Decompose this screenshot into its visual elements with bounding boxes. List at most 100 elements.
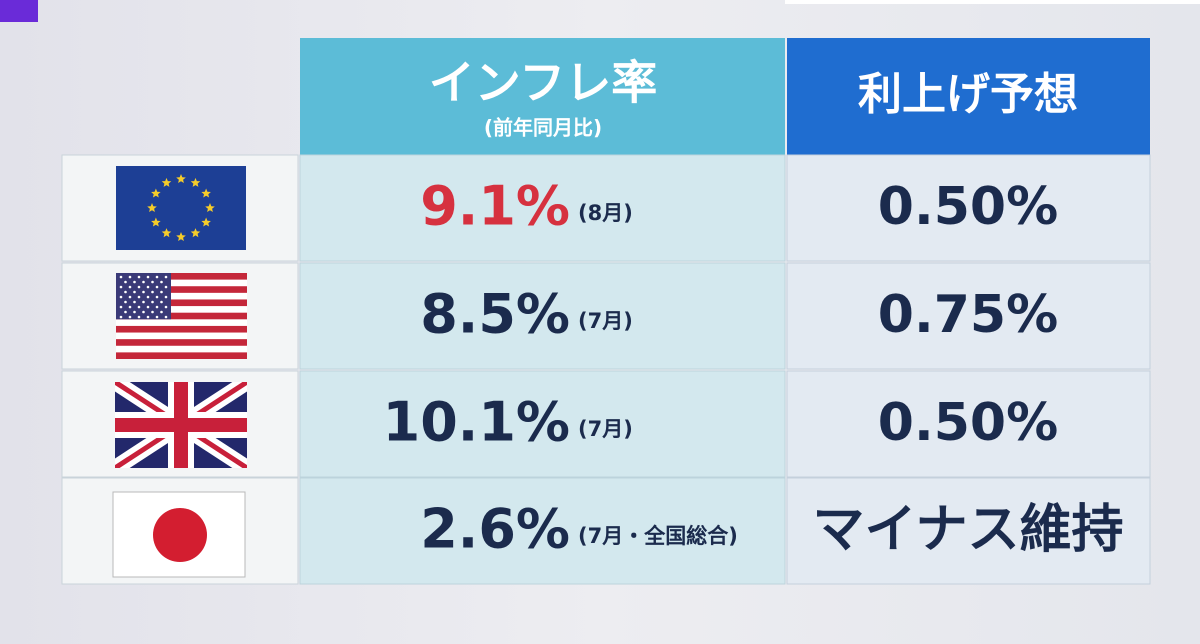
us-star <box>133 290 136 294</box>
us-star <box>137 275 141 279</box>
us-star <box>124 280 127 284</box>
us-star <box>155 285 159 289</box>
us-star <box>133 280 136 284</box>
inflation-month: (8月) <box>578 201 633 225</box>
us-star <box>164 295 168 299</box>
us-star <box>128 295 132 299</box>
us-star <box>124 310 127 314</box>
us-star <box>142 310 145 314</box>
us-star <box>160 310 163 314</box>
corner-badge <box>0 0 38 22</box>
eu-star <box>161 228 172 238</box>
us-star <box>164 305 168 309</box>
us-star <box>128 305 132 309</box>
eu-star <box>190 177 201 187</box>
us-star <box>155 315 159 319</box>
rate-value: 0.75% <box>878 285 1058 345</box>
eu-star <box>161 177 172 187</box>
top-strip <box>785 0 1200 4</box>
us-star <box>142 300 145 304</box>
eu-star <box>201 188 211 198</box>
us-star <box>133 310 136 314</box>
eu-star <box>176 174 186 183</box>
inflation-header-cell <box>300 38 785 155</box>
table-body: 9.1% (8月) 0.50% 8.5% (7月) 0.75% 10.1% (7月) 0.50%… <box>61 154 1151 585</box>
us-star <box>128 315 132 319</box>
us-star <box>137 285 141 289</box>
rate-header-cell <box>787 38 1150 155</box>
us-star <box>151 300 154 304</box>
inflation-cell <box>299 262 786 370</box>
us-star <box>151 290 154 294</box>
us-stripe <box>116 339 247 346</box>
rate-value: 0.50% <box>878 177 1058 237</box>
us-star <box>133 300 136 304</box>
us-star <box>146 315 150 319</box>
us-stripe <box>116 286 247 293</box>
inflation-value: 8.5% <box>420 283 570 346</box>
rate-cell <box>786 477 1151 585</box>
eu-star <box>151 217 161 227</box>
us-star <box>137 305 141 309</box>
us-star <box>155 275 159 279</box>
us-star <box>151 310 154 314</box>
jp-disc <box>153 508 207 562</box>
us-star <box>155 295 159 299</box>
us-star <box>164 275 168 279</box>
us-stripe <box>116 312 247 320</box>
us-star <box>124 300 127 304</box>
eu-star <box>201 217 211 227</box>
uk-cross-red <box>115 382 247 468</box>
us-star <box>119 315 123 319</box>
us-star <box>151 280 154 284</box>
inflation-cell <box>299 477 786 585</box>
inflation-header: インフレ率 <box>429 56 658 110</box>
us-stripe <box>116 325 247 333</box>
rate-cell <box>786 154 1151 262</box>
rate-cell <box>786 370 1151 478</box>
eu-star <box>147 203 157 212</box>
rate-header: 利上げ予想 <box>858 69 1078 120</box>
us-star <box>137 295 141 299</box>
us-star <box>146 295 150 299</box>
us-stripe <box>116 273 247 280</box>
flags <box>112 166 247 578</box>
inflation-value: 10.1% <box>383 391 570 454</box>
us-star <box>146 305 150 309</box>
inflation-value: 9.1% <box>420 175 570 238</box>
us-star <box>119 305 123 309</box>
us-star <box>142 280 145 284</box>
inflation-month: (7月) <box>578 309 633 333</box>
us-star <box>160 300 163 304</box>
eu-star <box>176 232 186 241</box>
uk-flag <box>115 382 247 468</box>
inflation-value: 2.6% <box>420 498 570 561</box>
rate-value: マイナス維持 <box>813 500 1124 560</box>
us-star <box>119 285 123 289</box>
inflation-month: (7月・全国総合) <box>578 524 738 548</box>
us-star <box>155 305 159 309</box>
us-star <box>128 275 132 279</box>
us-star <box>137 315 141 319</box>
us-star <box>164 315 168 319</box>
us-star <box>128 285 132 289</box>
us-star <box>124 290 127 294</box>
eu-star <box>151 188 161 198</box>
us-star <box>146 285 150 289</box>
us-stripe <box>116 299 247 307</box>
eu-star <box>190 228 201 238</box>
us-star <box>119 295 123 299</box>
us-star <box>146 275 150 279</box>
us-stripe <box>116 352 247 359</box>
rate-value: 0.50% <box>878 393 1058 453</box>
us-star <box>164 285 168 289</box>
inflation-cell <box>299 154 786 262</box>
rate-cell <box>786 262 1151 370</box>
inflation-cell <box>299 370 786 478</box>
us-star <box>142 290 145 294</box>
us-star <box>160 290 163 294</box>
inflation-month: (7月) <box>578 417 633 441</box>
us-star <box>119 275 123 279</box>
